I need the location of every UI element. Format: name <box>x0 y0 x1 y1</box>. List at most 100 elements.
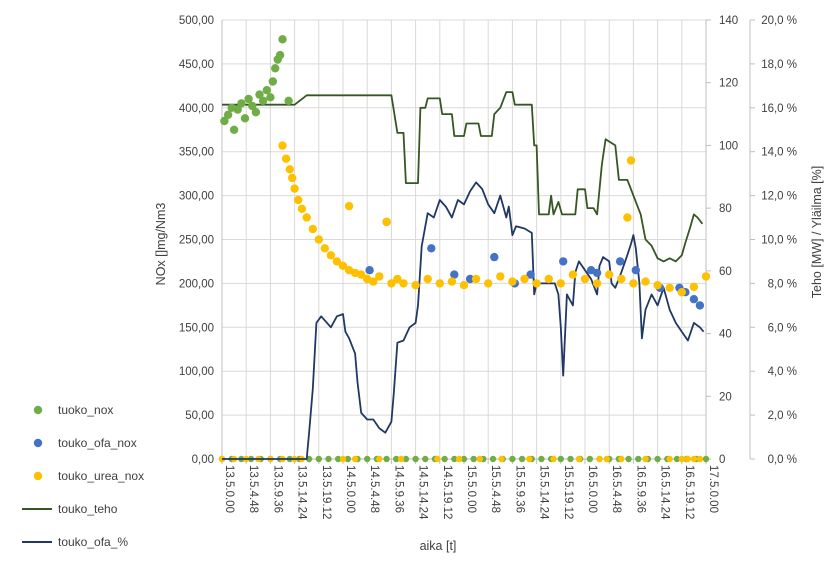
data-point-tuoko-nox-zero <box>325 455 332 463</box>
data-point-tuoko-nox <box>255 90 264 99</box>
data-point-tuoko-nox-zero <box>383 455 390 463</box>
x-tick-label: 17.5.0.00 <box>707 465 719 513</box>
y-right1-tick-label: 60 <box>719 266 732 278</box>
data-point-tuoko-nox-zero <box>586 455 594 463</box>
data-point-touko-urea-nox-zero <box>596 455 603 463</box>
data-point-touko-urea-nox-zero <box>526 455 533 463</box>
data-point-tuoko-nox <box>229 125 239 134</box>
data-point-tuoko-nox-zero <box>334 455 342 463</box>
data-point-touko-urea-nox-zero <box>618 455 625 463</box>
data-point-touko-urea-nox <box>281 154 291 163</box>
data-point-touko-urea-nox-zero <box>434 455 441 463</box>
data-point-touko-urea-nox <box>399 279 408 288</box>
data-point-touko-urea-nox <box>653 281 662 290</box>
y-right2-tick-label: 16,0 % <box>761 103 797 115</box>
data-point-touko-urea-nox-zero <box>603 455 610 463</box>
data-point-tuoko-nox-zero <box>412 455 419 463</box>
data-point-touko-urea-nox <box>484 279 493 288</box>
data-point-touko-urea-nox <box>294 195 303 205</box>
x-axis-title: aika [t] <box>420 539 457 553</box>
series-line-touko-teho <box>222 91 704 263</box>
data-point-touko-urea-nox <box>626 156 636 165</box>
y-right1-tick-label: 0 <box>719 454 725 466</box>
data-point-touko-urea-nox-zero <box>351 455 359 463</box>
data-point-tuoko-nox <box>240 114 250 123</box>
data-point-touko-urea-nox-zero <box>696 455 704 463</box>
y-right2-tick-label: 18,0 % <box>761 59 797 71</box>
y-left-tick-label: 450,00 <box>179 59 214 71</box>
y-right2-tick-label: 4,0 % <box>768 366 797 378</box>
legend-label-touko-ofa-nox: touko_ofa_nox <box>58 436 137 450</box>
data-point-tuoko-nox-zero <box>654 455 661 463</box>
data-point-touko-urea-nox <box>508 277 517 286</box>
x-tick-label: 14.5.4.48 <box>368 465 380 513</box>
data-point-tuoko-nox-zero <box>567 455 574 463</box>
data-point-touko-urea-nox <box>308 224 317 234</box>
data-point-touko-urea-nox <box>382 217 391 227</box>
data-point-touko-urea-nox <box>393 274 402 284</box>
legend-marker-touko-urea-nox <box>33 471 43 481</box>
data-point-touko-urea-nox <box>314 235 323 244</box>
data-point-touko-urea-nox <box>701 272 711 281</box>
y-left-tick-label: 100,00 <box>179 366 214 378</box>
data-point-touko-ofa-nox <box>365 266 374 275</box>
data-point-touko-urea-nox <box>297 204 307 213</box>
data-point-tuoko-nox-zero <box>364 455 371 463</box>
x-tick-label: 14.5.0.00 <box>344 465 356 513</box>
data-point-touko-urea-nox <box>375 272 384 281</box>
data-point-touko-ofa-nox <box>526 270 535 279</box>
data-point-tuoko-nox <box>268 77 277 86</box>
y-left-tick-label: 250,00 <box>179 235 214 247</box>
data-point-touko-urea-nox <box>435 279 444 288</box>
y-axis-left-title: NOx []mg/Nm3 <box>154 203 168 286</box>
data-point-touko-urea-nox-zero <box>550 455 557 463</box>
data-point-touko-urea-nox <box>423 274 432 284</box>
data-point-touko-urea-nox <box>326 251 336 260</box>
data-point-tuoko-nox <box>223 110 233 120</box>
data-point-touko-ofa-nox <box>631 266 640 275</box>
data-point-touko-ofa-nox <box>490 252 499 262</box>
data-point-tuoko-nox <box>248 101 257 111</box>
data-point-tuoko-nox-zero <box>315 455 322 463</box>
data-point-touko-urea-nox-zero <box>498 455 505 463</box>
data-point-touko-urea-nox <box>459 281 469 290</box>
y-left-tick-label: 150,00 <box>179 322 214 334</box>
data-point-tuoko-nox-zero <box>393 455 400 463</box>
data-point-touko-urea-nox <box>592 279 602 288</box>
x-tick-label: 16.5.19.12 <box>683 465 695 519</box>
y-left-tick-label: 200,00 <box>179 278 214 290</box>
data-point-touko-urea-nox <box>605 270 614 279</box>
data-point-touko-urea-nox <box>496 272 505 281</box>
data-point-touko-urea-nox <box>617 274 626 284</box>
x-tick-label: 14.5.14.24 <box>417 465 429 520</box>
x-tick-label: 15.5.0.00 <box>465 465 477 513</box>
x-tick-label: 16.5.4.48 <box>610 465 622 513</box>
data-point-touko-urea-nox <box>471 274 481 284</box>
x-tick-label: 13.5.4.48 <box>247 465 259 513</box>
data-point-tuoko-nox <box>266 93 275 102</box>
data-point-tuoko-nox-zero <box>402 455 410 463</box>
data-point-tuoko-nox-zero <box>460 455 468 463</box>
data-point-touko-urea-nox <box>288 173 297 183</box>
legend-label-touko-ofa-pct: touko_ofa_% <box>58 535 128 549</box>
data-point-touko-ofa-nox <box>559 257 568 266</box>
y-right2-tick-label: 6,0 % <box>768 322 797 334</box>
data-point-touko-ofa-nox <box>592 268 602 278</box>
data-point-tuoko-nox <box>275 50 285 60</box>
legend-label-tuoko-nox: tuoko_nox <box>58 403 113 417</box>
data-point-touko-ofa-nox <box>465 274 475 284</box>
data-point-touko-ofa-nox <box>689 295 699 304</box>
legend-label-touko-urea-nox: touko_urea_nox <box>58 469 144 483</box>
x-tick-label: 13.5.0.00 <box>223 465 235 513</box>
data-point-tuoko-nox-zero <box>518 455 526 463</box>
x-tick-label: 15.5.14.24 <box>538 465 550 520</box>
y-right1-tick-label: 40 <box>719 329 732 341</box>
series-line-touko-ofa <box>222 181 705 460</box>
data-point-touko-urea-nox-zero <box>642 455 649 463</box>
data-point-touko-urea-nox <box>689 282 699 292</box>
data-point-tuoko-nox-zero <box>422 455 429 463</box>
data-point-touko-urea-nox <box>387 279 396 288</box>
data-point-tuoko-nox <box>251 108 261 117</box>
y-right2-tick-label: 14,0 % <box>761 147 797 159</box>
data-point-tuoko-nox-zero <box>557 455 564 463</box>
